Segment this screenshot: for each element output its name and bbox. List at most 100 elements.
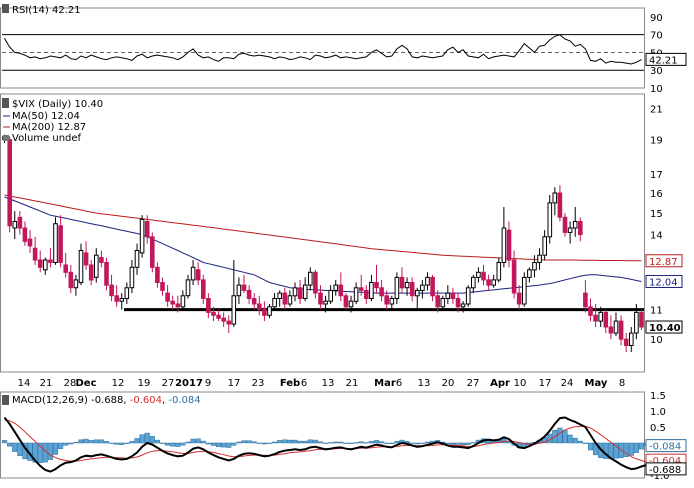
candle-body [491,279,496,286]
macd-legend-label: MACD(12,26,9) -0.688, -0.604, -0.084 [12,395,201,406]
price-ytick-1: 19 [650,136,663,147]
macd-hist-bar [63,442,69,446]
candle-body [323,300,328,305]
macd-legend-part-2: , [123,395,129,406]
macd-legend-icon [2,395,9,405]
xtick-15: Mar [374,378,396,389]
candle-body [78,250,84,283]
macd-hist-bar [195,438,201,444]
macd-hist-bar [333,441,339,444]
xtick-20: Apr [490,378,510,389]
candle-body [58,225,63,263]
rsi-value-tag-text: 42.21 [649,55,678,66]
candle-body [12,221,18,229]
macd-hist-bar [139,434,145,444]
macd-hist-bar [287,439,293,444]
price-ytick-0: 21 [650,104,663,115]
macd-hist-bar [236,441,242,444]
macd-hist-bar [266,442,273,444]
candle-body [567,227,573,233]
xtick-7: 2017 [175,378,203,389]
macd-hist-bar [343,442,349,444]
macd-legend-part-3: -0.604 [130,395,162,406]
xtick-6: 27 [162,378,175,389]
candle-body [185,279,191,297]
candle-body [527,269,532,278]
macd-hist-bar [47,442,53,460]
macd-hist-bar [114,442,120,445]
candle-body [73,279,79,289]
candle-body [22,227,28,242]
macd-hist-bar [582,442,588,444]
macd-hist-bar [358,441,364,444]
price-panel [0,93,645,373]
price-ytick-2: 17 [650,170,663,181]
macd-hist-bar [384,442,390,444]
candle-body [195,269,201,281]
price-ytick-5: 14 [650,231,663,242]
macd-hist-bar [2,440,8,444]
candle-body [547,202,553,238]
candle-body [471,276,476,289]
candle-body [583,292,588,308]
macd-hist-bar [394,441,400,444]
candle-body [109,284,114,297]
macd-hist-bar [246,440,252,444]
rsi-ytick-1: 70 [650,31,663,42]
macd-hist-bar [78,439,84,444]
price-value-tag-0 [645,254,683,268]
candle-body [333,284,339,291]
rsi-legend-icon [2,4,9,13]
xtick-5: 19 [138,378,151,389]
price-ytick-7: 11 [650,306,663,317]
xtick-19: 27 [467,378,480,389]
xtick-12: 6 [301,378,307,389]
macd-hist-bar [297,440,303,444]
candle-body [486,279,491,286]
candle-body [450,292,456,300]
macd-hist-bar [124,442,130,444]
ma-line-1 [4,194,642,262]
candle-body [144,221,150,238]
xtick-1: 21 [40,378,53,389]
candle-body [603,311,609,328]
candle-body [27,238,33,247]
macd-hist-bar [638,442,645,450]
macd-hist-bar [190,438,196,444]
macd-hist-bar [205,442,211,445]
macd-hist-bar [83,438,89,444]
candle-body [542,236,548,256]
candle-body [501,227,507,263]
macd-hist-bar [144,432,150,444]
xtick-11: Feb [280,378,300,389]
candle-body [369,282,374,299]
macd-hist-bar [460,442,466,445]
candle-body [618,320,624,340]
macd-hist-bar [633,442,639,453]
macd-legend-part-5: -0.084 [168,395,200,406]
candle-body [364,289,369,299]
macd-hist-bar [409,442,415,444]
ma50-legend-label: MA(50) 12.04 [12,111,80,122]
macd-value-tag-2 [645,462,687,476]
xtick-3: Dec [75,378,96,389]
candle-body [68,271,74,289]
macd-hist-bar [419,442,425,444]
volume-legend-label: Volume undef [12,133,82,144]
candle-body [104,262,109,286]
candle-body [358,287,364,291]
candle-body [623,338,629,347]
candle-body [537,254,542,263]
macd-hist-bar [88,440,94,444]
candle-body [343,295,349,308]
macd-hist-bar [216,442,222,448]
macd-hist-bar [562,430,568,444]
macd-hist-bar [414,442,420,445]
macd-hist-bar [389,442,395,444]
macd-legend-part-0: MACD(12,26,9) [12,395,91,406]
price-value-tag-text-2: 10.40 [649,323,681,334]
macd-hist-bar [52,442,59,455]
macd-hist-bar [32,442,38,463]
macd-value-tag-text-0: -0.084 [649,442,681,453]
xtick-16: 6 [396,378,402,389]
